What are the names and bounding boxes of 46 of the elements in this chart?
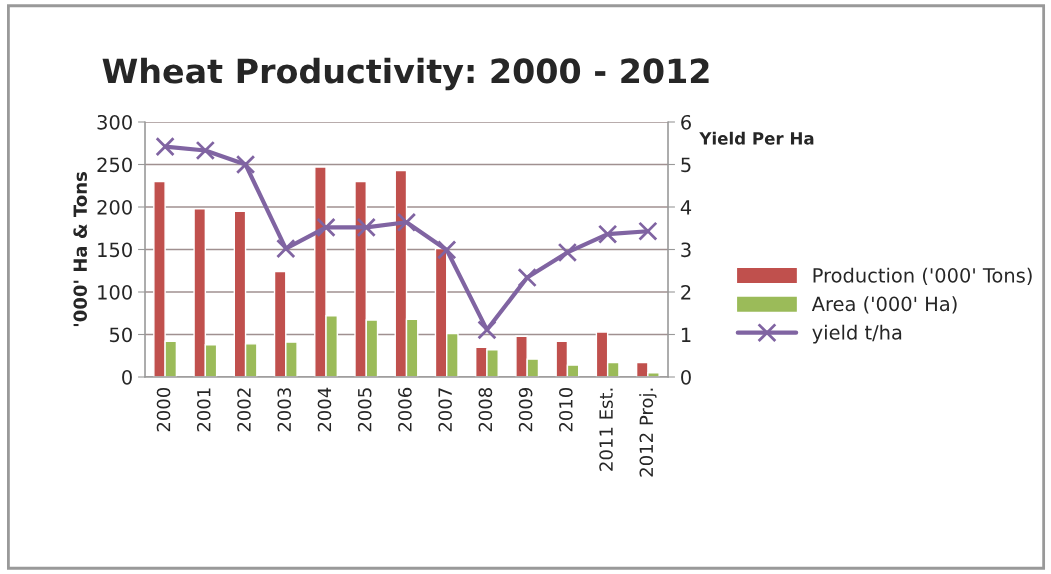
point: [155, 136, 175, 157]
x-tick-label: 2009: [518, 387, 533, 432]
y-tick-label: 0: [122, 369, 132, 385]
y-tick-label: 150: [98, 242, 132, 258]
x-tick-label: 2010: [559, 387, 573, 432]
x-tick-label: 2007: [438, 388, 452, 432]
x-tick-label: 2011 Est.: [599, 388, 613, 471]
y-tick-label: 50: [109, 327, 132, 343]
x-tick-label: 2006: [398, 387, 412, 432]
point: [396, 212, 417, 233]
y2-tick-label: 0: [681, 369, 691, 385]
y2-tick-label: 2: [681, 284, 691, 300]
x-tick-label: 2012 Proj.: [639, 388, 657, 477]
y2-tick-label: 3: [681, 242, 691, 258]
point: [597, 224, 618, 244]
point: [235, 154, 256, 175]
y-tick-label: 100: [98, 284, 132, 300]
legend-label: Area ('000' Ha): [811, 296, 957, 314]
legend-label: Production ('000' Tons): [813, 267, 1032, 285]
point: [477, 320, 497, 340]
point: [557, 242, 578, 263]
y2-tick-label: 6: [681, 114, 691, 130]
y-tick-label: 300: [97, 114, 132, 130]
y2-tick-label: 1: [681, 327, 691, 342]
y-axis-title: '000' Ha & Tons: [73, 172, 88, 327]
point: [195, 140, 216, 161]
point: [356, 217, 376, 238]
x-tick-label: 2000: [156, 387, 171, 432]
x-tick-label: 2004: [317, 387, 332, 432]
x-tick-label: 2001: [196, 388, 211, 432]
x-tick-label: 2008: [478, 387, 493, 432]
x-tick-label: 2003: [277, 388, 292, 432]
point: [638, 221, 658, 241]
x-tick-label: 2002: [237, 388, 251, 432]
y2-tick-label: 4: [680, 200, 692, 215]
y-tick-label: 200: [97, 199, 132, 215]
point: [517, 267, 537, 288]
chart-title: Wheat Productivity: 2000 - 2012: [102, 57, 709, 91]
y2-axis-title: Yield Per Ha: [699, 131, 814, 145]
y2-tick-label: 5: [681, 157, 691, 173]
point: [276, 238, 296, 259]
y-tick-label: 250: [97, 157, 132, 173]
point: [316, 217, 336, 238]
x-tick-label: 2005: [357, 388, 372, 432]
legend-label: yield t/ha: [812, 324, 902, 344]
point: [437, 240, 457, 260]
